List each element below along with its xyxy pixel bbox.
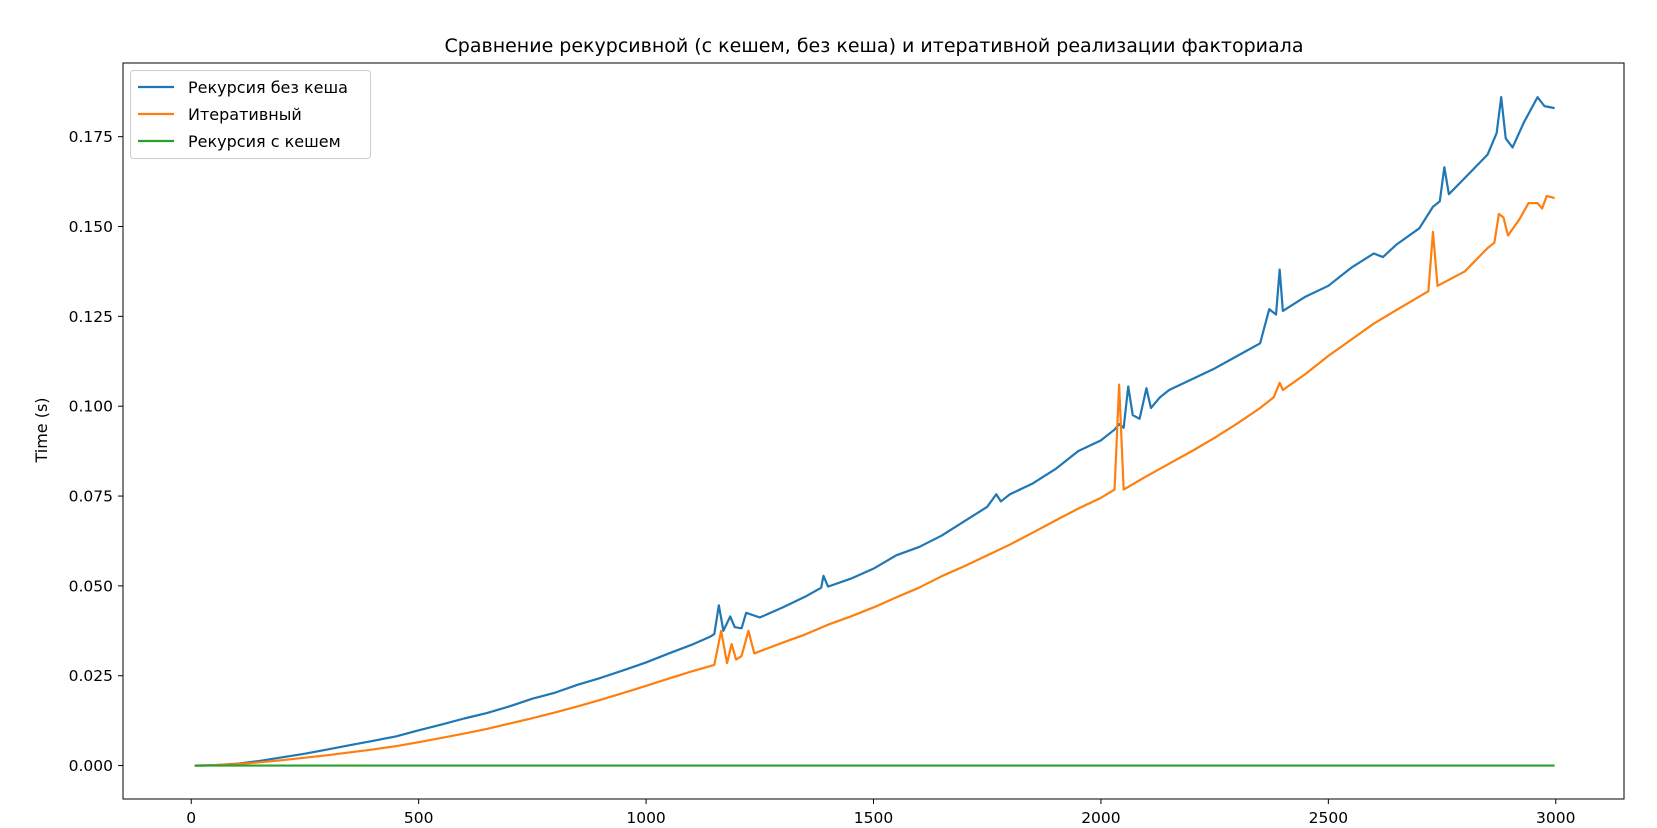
x-tick-label: 3000	[1536, 809, 1575, 827]
y-tick-label: 0.150	[69, 218, 113, 236]
y-tick-label: 0.175	[69, 128, 113, 146]
x-tick-label: 2000	[1081, 809, 1120, 827]
series-line-0	[194, 96, 1555, 767]
legend-label-0: Рекурсия без кеша	[188, 78, 348, 97]
x-tick-label: 0	[186, 809, 196, 827]
x-tick-label: 1500	[854, 809, 893, 827]
x-tick-label: 2500	[1309, 809, 1348, 827]
x-tick-label: 500	[404, 809, 434, 827]
y-tick-label: 0.075	[69, 488, 113, 506]
y-tick-label: 0.000	[69, 757, 113, 775]
y-tick-label: 0.050	[69, 577, 113, 595]
legend-label-2: Рекурсия с кешем	[188, 132, 341, 151]
y-tick-label: 0.025	[69, 667, 113, 685]
legend-label-1: Итеративный	[188, 105, 302, 124]
chart-title: Сравнение рекурсивной (с кешем, без кеша…	[445, 35, 1304, 57]
x-tick-label: 1000	[626, 809, 665, 827]
legend-box	[130, 70, 371, 159]
ticks-layer: 0 500 1000 1500 2000 2500 3000 0.000 0.025 0.050 0…	[69, 128, 1576, 827]
y-axis-label: Time (s)	[32, 397, 51, 463]
plot-area-frame	[122, 62, 1625, 800]
y-tick-label: 0.100	[69, 398, 113, 416]
series-line-1	[194, 194, 1555, 767]
series-layer	[194, 96, 1555, 767]
legend: Рекурсия без кеша Итеративный Рекурсия с к…	[130, 70, 371, 159]
y-tick-label: 0.125	[69, 308, 113, 326]
